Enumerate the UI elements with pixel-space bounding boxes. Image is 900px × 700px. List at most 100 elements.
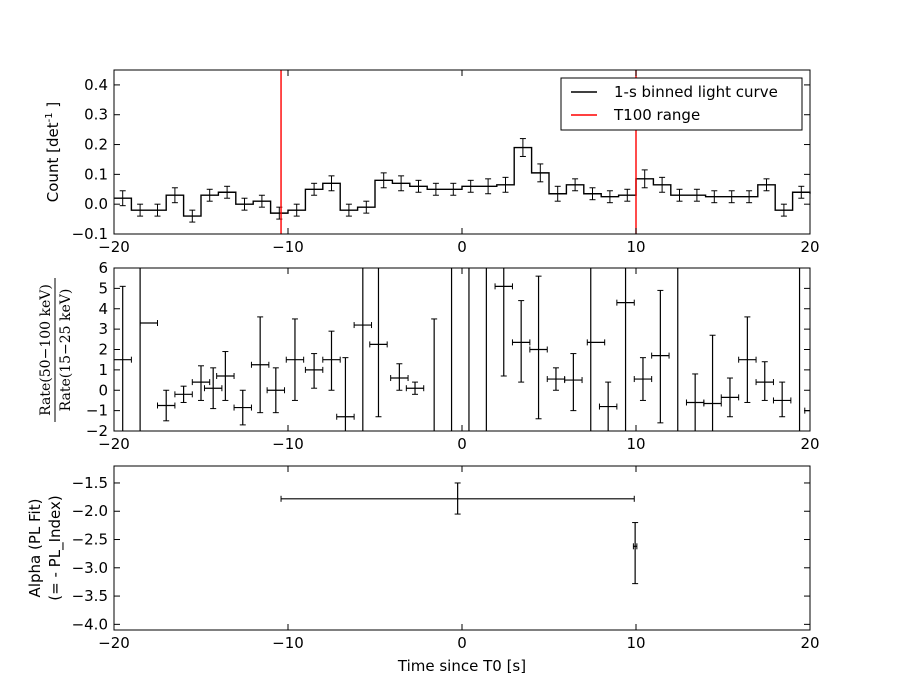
hardness-ratio-point (390, 363, 409, 391)
hardness-ratio-ylabel-numerator: Rate(50−100 keV) (38, 284, 54, 416)
light-curve-error-bar (119, 190, 126, 207)
hardness-ratio-point (285, 318, 305, 401)
light-curve-error-bar (189, 209, 196, 223)
y-tick-label: −2.5 (72, 531, 108, 549)
hardness-ratio-point (633, 357, 653, 401)
hardness-ratio-point (266, 367, 286, 414)
light-curve-error-bar (572, 178, 579, 192)
hardness-ratio-point (322, 330, 341, 391)
light-curve-error-bar (693, 188, 700, 202)
photon-index-ylabel-line2: (= - PL_Index) (46, 495, 65, 600)
light-curve-error-bar (345, 203, 352, 217)
x-tick-label: 20 (800, 634, 819, 652)
light-curve-error-bar (554, 185, 561, 202)
light-curve-error-bar (676, 188, 683, 202)
y-tick-label: −3.0 (72, 559, 108, 577)
x-tick-label: 0 (457, 435, 467, 453)
light-curve-panel: −20 −10 0 10 20 −0.1 0.0 0.1 0.2 0.3 0.4 Count [de… (44, 69, 820, 256)
hardness-ratio-frame (113, 267, 811, 432)
light-curve-error-bar (728, 190, 735, 204)
x-tick-label: 10 (626, 435, 645, 453)
light-curve-error-bar (519, 138, 526, 157)
y-tick-label: 5 (98, 279, 108, 297)
x-tick-label: −20 (98, 634, 130, 652)
y-tick-label: 4 (98, 300, 108, 318)
y-tick-label: 0 (98, 381, 108, 399)
hardness-ratio-point (113, 285, 132, 431)
hardness-ratio-point (405, 381, 425, 395)
hardness-ratio-point (431, 318, 438, 431)
y-tick-label: −0.1 (72, 225, 108, 243)
light-curve-error-bar (311, 182, 318, 196)
hardness-ratio-point (564, 353, 583, 412)
legend-label-t100: T100 range (613, 106, 700, 124)
light-curve-error-bar (398, 175, 405, 192)
hardness-ratio-point (157, 389, 176, 422)
y-tick-label: 3 (98, 320, 108, 338)
y-tick-label: −2.0 (72, 502, 108, 520)
light-curve-error-bar (467, 179, 474, 193)
hardness-ratio-point (651, 289, 670, 424)
photon-index-ylabel-line1: Alpha (PL Fit) (26, 499, 44, 598)
x-axis-label: Time since T0 [s] (397, 657, 526, 675)
hardness-ratio-point (546, 367, 566, 391)
photon-index-frame (113, 465, 811, 631)
hardness-ratio-point (494, 268, 513, 377)
x-tick-label: 10 (626, 238, 645, 256)
light-curve-line (114, 146, 811, 217)
hardness-ratio-point (369, 268, 388, 418)
y-tick-label: 0.3 (84, 106, 108, 124)
x-tick-label: 0 (457, 238, 467, 256)
y-tick-label: 0.2 (84, 136, 108, 154)
hardness-ratio-point (755, 361, 774, 401)
y-tick-label: −1.5 (72, 474, 108, 492)
light-curve-error-bar (137, 203, 144, 217)
hardness-ratio-ylabel: Rate(50−100 keV) Rate(15−25 keV) (38, 278, 74, 422)
light-curve-error-bar (241, 197, 248, 211)
x-tick-label: 20 (800, 435, 819, 453)
hardness-ratio-ylabel-denominator: Rate(15−25 keV) (58, 289, 74, 412)
light-curve-error-bar (746, 190, 753, 204)
light-curve-error-bar (659, 176, 666, 193)
light-curve-error-bar (606, 190, 613, 204)
light-curve-error-bar (363, 200, 370, 214)
y-tick-label: −3.5 (72, 587, 108, 605)
hardness-ratio-point (304, 353, 324, 389)
light-curve-error-bar (415, 179, 422, 193)
hardness-ratio-point (511, 300, 531, 383)
hardness-ratio-point (191, 365, 211, 401)
x-tick-label: 0 (457, 634, 467, 652)
hardness-ratio-point (250, 316, 270, 414)
light-curve-error-bar (502, 176, 509, 193)
hardness-ratio-point (353, 268, 373, 431)
light-curve-error-bar (450, 182, 457, 196)
legend-box (560, 77, 803, 131)
light-curve-error-bar (293, 203, 300, 217)
x-tick-label: −20 (98, 238, 130, 256)
hardness-ratio-point (598, 381, 618, 431)
y-tick-label: 0.0 (84, 195, 108, 213)
x-tick-label: −10 (272, 634, 304, 652)
hardness-ratio-point (174, 385, 193, 403)
x-tick-label: 10 (626, 634, 645, 652)
x-tick-label: −20 (98, 435, 130, 453)
light-curve-error-bar (641, 169, 648, 189)
light-curve-error-bar (380, 172, 387, 189)
hardness-ratio-point (703, 334, 722, 431)
y-tick-label: 2 (98, 341, 108, 359)
y-tick-label: 0.4 (84, 76, 108, 94)
y-tick-label: −4.0 (72, 615, 108, 633)
light-curve-ylabel: Count [det-1 ] (44, 102, 62, 202)
hardness-ratio-point (738, 316, 757, 403)
legend-label-light-curve: 1-s binned light curve (614, 83, 778, 101)
hardness-ratio-point (139, 320, 158, 327)
light-curve-error-bar (780, 203, 787, 217)
light-curve-error-bar (432, 182, 439, 196)
y-tick-label: 1 (98, 361, 108, 379)
hardness-ratio-point (616, 299, 635, 306)
hardness-ratio-point (336, 357, 355, 431)
hardness-ratio-point (233, 389, 252, 426)
photon-index-panel: −20 −10 0 10 20 −4.0 −3.5 −3.0 −2.5 −2.0 −1.5 Alph… (26, 465, 820, 675)
